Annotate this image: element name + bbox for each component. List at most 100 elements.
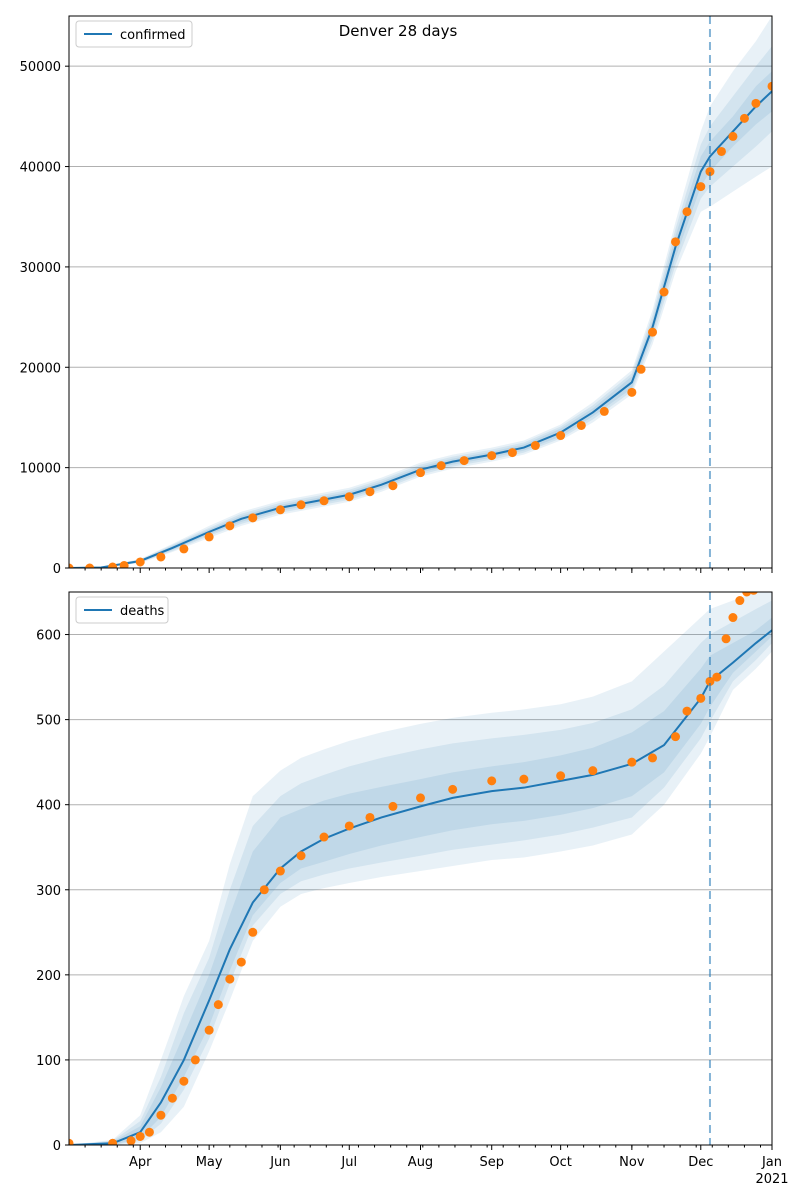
observed-point [190, 1055, 200, 1065]
x-axis [84, 568, 773, 573]
observed-point [275, 866, 285, 876]
observed-point [225, 974, 235, 984]
observed-point [705, 676, 715, 686]
observed-point [648, 327, 658, 337]
y-tick-label: 50000 [20, 60, 61, 75]
uncertainty-band-2 [69, 46, 772, 568]
observed-point [416, 468, 425, 478]
observed-point [705, 167, 715, 177]
y-axis: 0 10000 20000 30000 40000 50000 [20, 60, 69, 577]
observed-point [448, 784, 458, 794]
x-tick-label: Jan [761, 1155, 782, 1170]
observed-point [682, 706, 692, 716]
observed-point [659, 287, 669, 297]
plot-area [69, 592, 772, 1145]
observed-point [749, 592, 758, 595]
observed-point [742, 592, 752, 597]
observed-point [739, 113, 749, 123]
legend-label: confirmed [120, 28, 186, 43]
legend-box [75, 596, 169, 624]
y-tick-label: 600 [36, 629, 61, 644]
observed-point [627, 387, 637, 397]
observed-point [556, 431, 566, 441]
x-tick-label: Jul [340, 1155, 357, 1170]
observed-point [119, 560, 129, 568]
observed-point [556, 771, 566, 781]
observed-point [156, 552, 166, 562]
legend: confirmed [75, 20, 193, 48]
y-tick-label: 300 [36, 884, 61, 899]
y-tick-label: 400 [36, 799, 61, 814]
uncertainty-band-3 [69, 71, 772, 568]
observed-point [388, 801, 398, 811]
observed-point [135, 557, 145, 567]
legend-label: deaths [120, 604, 165, 619]
observed-point [627, 757, 637, 767]
observed-point [179, 544, 189, 554]
x-tick-label: Aug [408, 1155, 433, 1170]
x-tick-label: Dec [688, 1155, 713, 1170]
observed-point [436, 461, 446, 471]
observed-point [696, 182, 706, 192]
observed-point [344, 492, 354, 502]
observed-point [576, 420, 586, 430]
y-tick-label: 0 [53, 1139, 61, 1154]
observed-point [69, 1138, 74, 1145]
x-tick-label: Oct [549, 1155, 571, 1170]
uncertainty-band-2 [69, 600, 772, 1145]
observed-point [588, 766, 598, 776]
observed-point [85, 563, 95, 568]
x-tick-label: Apr [129, 1155, 152, 1170]
y-tick-label: 40000 [20, 161, 61, 176]
observed-point [712, 672, 722, 682]
y-axis: 0 100 200 300 400 500 600 [36, 629, 69, 1154]
observed-point [530, 441, 540, 451]
observed-point [344, 821, 354, 831]
y-tick-label: 500 [36, 714, 61, 729]
y-tick-label: 10000 [20, 462, 61, 477]
y-tick-label: 30000 [20, 261, 61, 276]
observed-point [365, 812, 375, 822]
observed-point [108, 562, 118, 568]
observed-point [108, 1138, 118, 1145]
observed-point [248, 927, 258, 937]
observed-point [213, 1000, 223, 1010]
model-line [69, 629, 772, 1145]
observed-point [519, 774, 529, 784]
x-year-label: 2021 [755, 1172, 788, 1187]
observed-point [319, 832, 329, 842]
confirmed-panel: 0 10000 20000 30000 40000 50000 confirmed [20, 15, 773, 577]
observed-point [682, 207, 692, 217]
observed-point [248, 513, 258, 523]
observed-point [319, 496, 329, 506]
legend: deaths [75, 596, 169, 624]
observed-point [416, 793, 425, 803]
observed-point [296, 500, 306, 510]
figure-title: Denver 28 days [339, 22, 458, 40]
plot-area [69, 16, 772, 568]
observed-point [507, 448, 517, 458]
observed-point [156, 1110, 166, 1120]
x-tick-label: May [196, 1155, 223, 1170]
observed-point [204, 1025, 214, 1035]
observed-point [721, 634, 731, 644]
x-tick-label: Nov [619, 1155, 645, 1170]
observed-point [767, 81, 772, 91]
deaths-panel: 0 100 200 300 400 500 600 Apr May Jun Jul Aug Sep Oct… [36, 591, 789, 1187]
observed-point [259, 885, 269, 895]
x-tick-label: Sep [479, 1155, 504, 1170]
gridlines [69, 65, 772, 569]
observed-point [599, 406, 609, 416]
observed-points [69, 592, 758, 1145]
observed-point [671, 732, 681, 742]
observed-point [388, 481, 398, 491]
observed-points [69, 81, 772, 568]
observed-point [459, 456, 469, 466]
observed-point [751, 98, 761, 108]
observed-point [225, 521, 235, 531]
uncertainty-band-3 [69, 617, 772, 1145]
observed-point [716, 146, 726, 156]
observed-point [69, 563, 74, 568]
observed-point [671, 237, 681, 247]
